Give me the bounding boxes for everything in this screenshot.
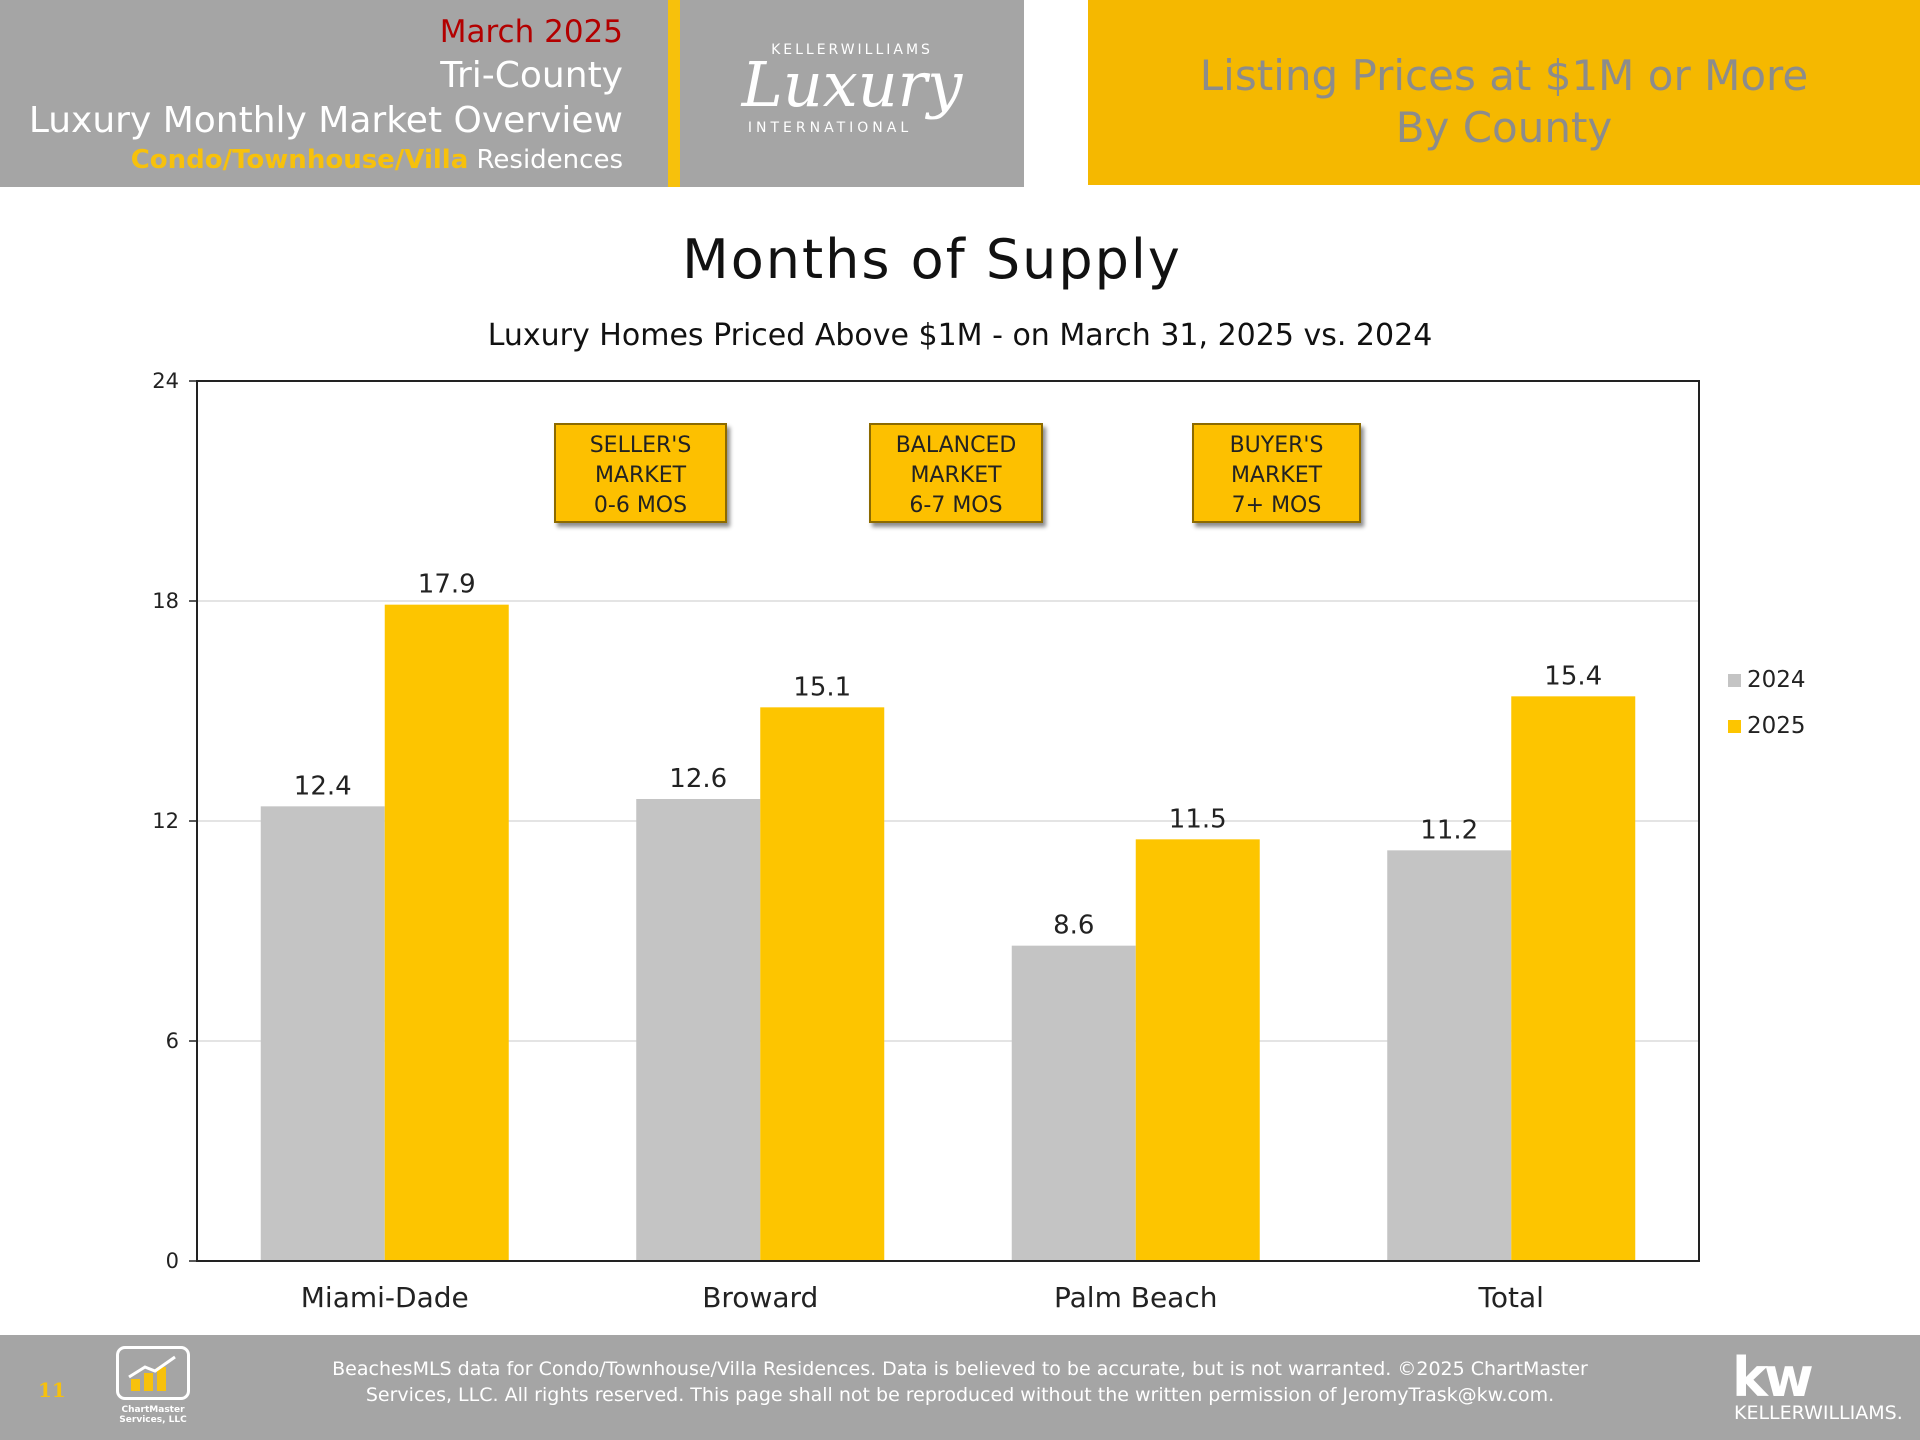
y-tick-label: 18 (152, 589, 179, 613)
data-label: 15.4 (1544, 661, 1602, 691)
chart-title: Months of Supply (682, 228, 1182, 291)
header-right-panel (1088, 0, 1920, 185)
data-label: 15.1 (793, 672, 851, 702)
annotation-line: 7+ MOS (1231, 493, 1322, 518)
data-label: 17.9 (418, 570, 476, 600)
bars (260, 604, 1636, 1261)
kw-name: KELLERWILLIAMS. (1734, 1402, 1903, 1424)
y-tick-label: 6 (166, 1029, 179, 1053)
bar-2024 (1011, 945, 1136, 1261)
header-right-line1: Listing Prices at $1M or More (1199, 51, 1809, 100)
y-axis-ticks: 0 6 12 18 24 (152, 369, 197, 1273)
bar-2025 (760, 707, 885, 1261)
bar-2025 (1511, 696, 1636, 1261)
legend-label: 2024 (1747, 667, 1806, 693)
y-tick-label: 12 (152, 809, 179, 833)
disclaimer: BeachesMLS data for Condo/Townhouse/Vill… (240, 1356, 1680, 1408)
logo-bottom-text: INTERNATIONAL (747, 120, 913, 136)
subtitle-highlight: Condo/Townhouse/Villa (130, 145, 469, 175)
report-region: Tri-County (440, 55, 623, 96)
report-title: Luxury Monthly Market Overview (28, 100, 623, 141)
buyers-market-box: BUYER'S MARKET 7+ MOS (1192, 423, 1361, 523)
x-category-label: Miami-Dade (301, 1281, 469, 1314)
x-category-label: Palm Beach (1054, 1281, 1217, 1314)
annotation-line: MARKET (910, 463, 1002, 488)
footer-bar (0, 1335, 1920, 1440)
legend-swatch (1728, 720, 1741, 733)
bar-2024 (1387, 850, 1512, 1261)
header-left-panel (0, 0, 668, 187)
chart-subtitle: Luxury Homes Priced Above $1M - on March… (487, 318, 1433, 353)
logo-top-text: KELLERWILLIAMS (771, 42, 933, 58)
disclaimer-line2: Services, LLC. All rights reserved. This… (365, 1384, 1555, 1406)
disclaimer-line1: BeachesMLS data for Condo/Townhouse/Vill… (332, 1358, 1588, 1380)
bar-chart: 0 6 12 18 24 Miami-Dade Broward Palm Beach Tota… (152, 369, 1806, 1314)
report-subtitle: Condo/Townhouse/Villa Residences (131, 145, 623, 175)
legend: 2024 2025 (1728, 667, 1806, 739)
annotation-line: MARKET (594, 463, 687, 488)
annotation-line: 6-7 MOS (909, 493, 1003, 518)
kw-luxury-logo: KELLERWILLIAMS Luxury INTERNATIONAL (680, 0, 1024, 187)
data-label: 8.6 (1053, 911, 1094, 941)
x-category-label: Broward (702, 1281, 818, 1314)
annotation-line: BALANCED (895, 433, 1017, 458)
header-stripe (668, 0, 680, 187)
legend-swatch (1728, 674, 1741, 687)
header-right-title: Listing Prices at $1M or More By County (1088, 50, 1920, 154)
legend-label: 2025 (1747, 713, 1806, 739)
logo-text-1: ChartMaster (121, 1405, 185, 1415)
bar-2024 (260, 806, 385, 1261)
annotation-line: SELLER'S (589, 433, 692, 458)
data-labels: 12.4 17.9 12.6 15.1 8.6 11.5 11.2 15.4 (294, 570, 1602, 941)
bar-2024 (636, 799, 761, 1261)
bar-2025 (1135, 839, 1260, 1261)
chartmaster-logo-icon (116, 1346, 190, 1400)
bar-2025 (384, 604, 509, 1261)
page-number: 11 (38, 1378, 66, 1402)
x-axis-categories: Miami-Dade Broward Palm Beach Total (301, 1281, 1544, 1314)
chartmaster-logo-text: ChartMaster Services, LLC (100, 1405, 206, 1425)
x-category-label: Total (1478, 1281, 1544, 1314)
data-label: 12.6 (669, 764, 727, 794)
logo-script-text: Luxury (741, 48, 963, 121)
annotation-line: BUYER'S (1229, 433, 1324, 458)
annotation-line: 0-6 MOS (593, 493, 688, 518)
y-tick-label: 0 (166, 1249, 179, 1273)
sellers-market-box: SELLER'S MARKET 0-6 MOS (554, 423, 727, 523)
annotation-line: MARKET (1230, 463, 1323, 488)
report-month: March 2025 (439, 14, 623, 50)
data-label: 11.5 (1169, 804, 1227, 834)
logo-text-2: Services, LLC (119, 1415, 187, 1425)
y-tick-label: 24 (152, 369, 179, 393)
subtitle-rest: Residences (468, 145, 624, 175)
data-label: 11.2 (1420, 815, 1478, 845)
balanced-market-box: BALANCED MARKET 6-7 MOS (869, 423, 1043, 523)
chart-logo-icon (128, 1355, 176, 1391)
data-label: 12.4 (294, 771, 352, 801)
header-right-line2: By County (1395, 103, 1613, 152)
kw-logo: kw (1732, 1346, 1814, 1409)
